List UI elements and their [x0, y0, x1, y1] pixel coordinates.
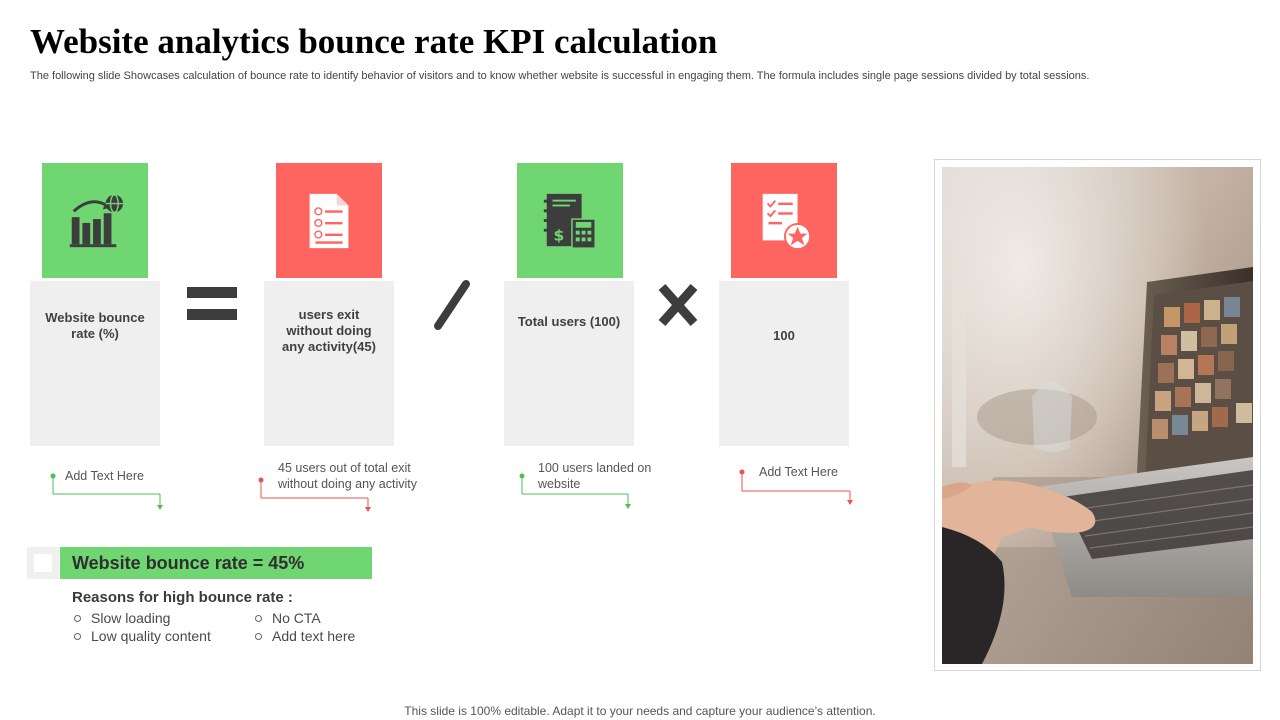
- note-connector-1: [52, 476, 161, 506]
- note-text-1: Add Text Here: [65, 469, 144, 483]
- formula-card-label: Website bounce rate (%): [45, 310, 145, 341]
- slide-title: Website analytics bounce rate KPI calcul…: [30, 22, 718, 61]
- formula-card-label: users exit without doing any activity(45…: [282, 307, 376, 354]
- reason-item: Slow loading: [74, 610, 170, 626]
- reasons-title: Reasons for high bounce rate :: [72, 589, 293, 606]
- multiply-icon: [656, 281, 700, 329]
- note-connector-4: [741, 472, 851, 501]
- formula-card-hundred: 100: [719, 281, 849, 446]
- note-text-2: 45 users out of total exit without doing…: [278, 461, 417, 491]
- reason-item: No CTA: [255, 610, 321, 626]
- footer-note: This slide is 100% editable. Adapt it to…: [404, 704, 876, 718]
- formula-card-label: 100: [773, 328, 795, 343]
- reason-item: Add text here: [255, 628, 355, 644]
- note-text-4: Add Text Here: [759, 465, 838, 479]
- document-list-icon: [276, 163, 382, 278]
- divide-icon: [430, 280, 474, 330]
- checklist-star-icon: [731, 163, 837, 278]
- formula-card-bounce-rate: Website bounce rate (%): [30, 281, 160, 446]
- formula-card-total-users: Total users (100): [504, 281, 634, 446]
- formula-card-label: Total users (100): [517, 314, 621, 329]
- reason-item: Low quality content: [74, 628, 211, 644]
- bar-chart-globe-icon: [42, 163, 148, 278]
- result-headline: Website bounce rate = 45%: [60, 547, 372, 579]
- note-connector-2: [260, 480, 369, 508]
- equals-icon: [186, 286, 238, 322]
- note-text-3: 100 users landed on website: [538, 461, 652, 491]
- svg-text:$: $: [554, 226, 565, 244]
- result-marker: [27, 547, 59, 579]
- slide-subtitle: The following slide Showcases calculatio…: [30, 70, 1090, 82]
- ledger-calculator-icon: $: [517, 163, 623, 278]
- note-connector-3: [521, 476, 629, 505]
- laptop-photo: [942, 167, 1253, 664]
- formula-card-exit-users: users exit without doing any activity(45…: [264, 281, 394, 446]
